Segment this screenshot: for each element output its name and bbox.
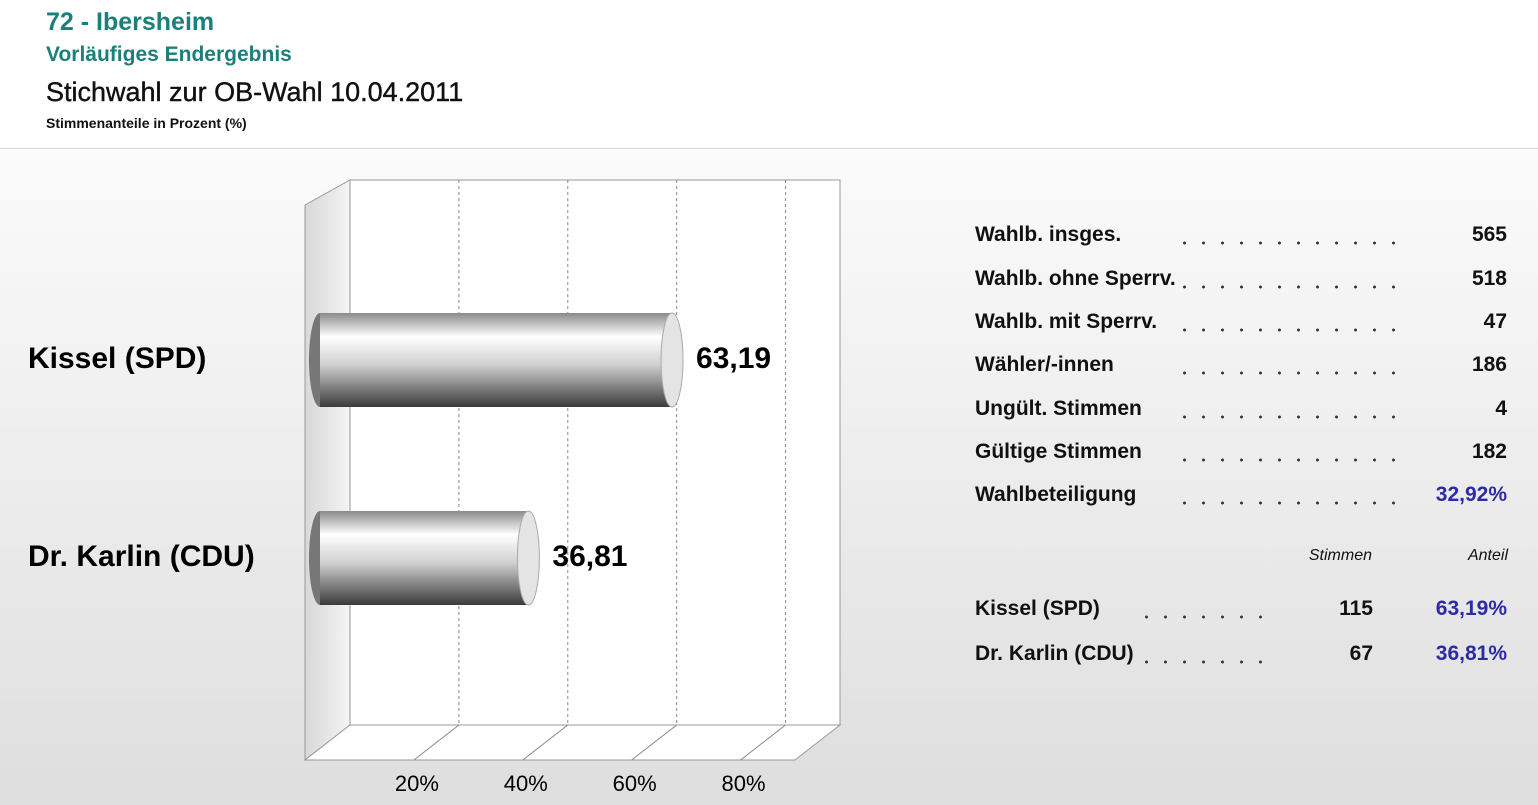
statistics-label: Wähler/-innen	[975, 353, 1114, 376]
statistics-label: Wahlb. insges.	[975, 223, 1122, 246]
bar-cap	[516, 510, 540, 606]
dot-leader	[1175, 241, 1410, 245]
votes: 67	[1349, 642, 1373, 665]
statistics-row: Ungült. Stimmen 4	[975, 393, 1510, 423]
statistics-row: Gültige Stimmen 182	[975, 436, 1510, 466]
x-tick-label: 80%	[722, 771, 766, 796]
statistics-value: 47	[1483, 310, 1507, 333]
floor-grid-line	[740, 724, 786, 761]
statistics-value: 4	[1495, 397, 1507, 420]
statistics-label: Wahlb. ohne Sperrv.	[975, 267, 1176, 290]
statistics-row: Wähler/-innen 186	[975, 349, 1510, 379]
statistics-value: 518	[1471, 267, 1507, 290]
votes: 115	[1339, 597, 1373, 620]
side-wall	[304, 179, 351, 762]
floor-grid-line	[522, 724, 569, 761]
dot-leader	[1137, 660, 1267, 664]
statistics-row: Wahlb. insges. 565	[975, 219, 1510, 249]
statistics-value: 182	[1471, 440, 1507, 463]
dot-leader	[1137, 615, 1267, 619]
dot-leader	[1175, 501, 1410, 505]
category-label: Kissel (SPD)	[28, 342, 206, 375]
dot-leader	[1175, 371, 1410, 375]
x-tick-label: 60%	[613, 771, 657, 796]
value-label: 63,19	[696, 342, 771, 375]
back-wall	[349, 179, 841, 726]
candidate-name: Dr. Karlin (CDU)	[975, 642, 1134, 665]
floor-grid-line	[413, 724, 460, 761]
share: 36,81%	[1435, 642, 1507, 665]
statistics-label: Wahlbeteiligung	[975, 483, 1137, 506]
statistics-label: Wahlb. mit Sperrv.	[975, 310, 1158, 333]
dot-leader	[1175, 415, 1410, 419]
statistics-row: Wahlb. ohne Sperrv. 518	[975, 263, 1510, 293]
floor	[303, 724, 842, 761]
dot-leader	[1175, 458, 1410, 462]
statistics-label: Ungült. Stimmen	[975, 397, 1142, 420]
share: 63,19%	[1435, 597, 1507, 620]
result-row: Kissel (SPD) 115 63,19%	[975, 593, 1510, 623]
bar	[320, 313, 673, 407]
title: 72 - Ibersheim	[46, 8, 215, 36]
value-label: 36,81	[552, 540, 627, 573]
statistics-value: 186	[1471, 353, 1507, 376]
statistics-row: Wahlb. mit Sperrv. 47	[975, 306, 1510, 336]
note: Stimmenanteile in Prozent (%)	[46, 115, 247, 131]
bar-cap	[660, 312, 684, 408]
column-header: Stimmen	[1308, 547, 1372, 564]
x-tick-label: 20%	[395, 771, 439, 796]
header: 72 - Ibersheim Vorläufiges Endergebnis S…	[0, 0, 1538, 149]
result-row: Dr. Karlin (CDU) 67 36,81%	[975, 638, 1510, 668]
dot-leader	[1175, 285, 1410, 289]
dot-leader	[1175, 328, 1410, 332]
category-label: Dr. Karlin (CDU)	[28, 540, 255, 573]
statistics-row: Wahlbeteiligung 32,92%	[975, 479, 1510, 509]
subtitle: Vorläufiges Endergebnis	[46, 43, 292, 66]
statistics-value: 32,92%	[1435, 483, 1507, 506]
bar	[320, 511, 529, 605]
floor-grid-line	[631, 724, 677, 761]
candidate-name: Kissel (SPD)	[975, 597, 1100, 620]
chart: 20% 40% 60% 80% Kissel (SPD) 63,19 Dr. Karlin …	[28, 179, 842, 796]
election: Stichwahl zur OB-Wahl 10.04.2011	[46, 77, 464, 107]
statistics-value: 565	[1471, 223, 1507, 246]
column-header: Anteil	[1467, 547, 1508, 564]
x-tick-label: 40%	[504, 771, 548, 796]
statistics-label: Gültige Stimmen	[975, 440, 1142, 463]
